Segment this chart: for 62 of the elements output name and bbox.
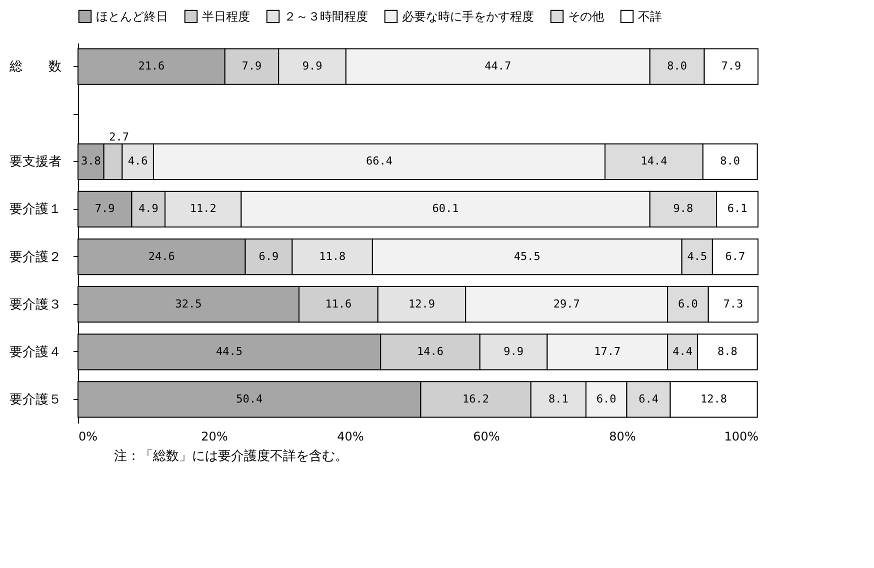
x-tick-label: 20% <box>201 430 228 444</box>
data-label: 8.8 <box>717 344 738 358</box>
data-label: 6.1 <box>727 202 748 216</box>
data-label: 6.9 <box>258 250 279 263</box>
y-tick-label: 要介護４ <box>10 344 62 360</box>
data-label: 7.9 <box>94 202 115 216</box>
data-label: 21.6 <box>138 60 165 73</box>
data-label: 9.8 <box>673 202 694 216</box>
y-tick-label: 要支援者 <box>10 154 62 170</box>
y-tick-label: 要介護５ <box>10 392 62 408</box>
data-label: 4.6 <box>128 154 148 168</box>
data-label: 14.6 <box>416 344 444 358</box>
data-label: 4.5 <box>687 250 708 263</box>
data-label: 7.3 <box>723 297 744 310</box>
data-label: 8.0 <box>667 60 688 73</box>
data-label: 45.5 <box>514 250 540 263</box>
data-label: 4.9 <box>138 202 158 216</box>
legend-label: 必要な時に手をかす程度 <box>402 9 534 24</box>
data-label: 32.5 <box>175 297 202 310</box>
data-label: 4.4 <box>672 344 693 358</box>
data-label: 6.7 <box>725 250 746 263</box>
legend-label: その他 <box>568 9 604 24</box>
data-label: 16.2 <box>462 392 490 406</box>
data-label: 9.9 <box>302 60 322 73</box>
data-label: 44.7 <box>484 60 512 73</box>
data-label: 8.0 <box>720 154 740 168</box>
text: 注：「総数」には要介護度不詳を含む。 <box>114 448 349 465</box>
data-label: 7.9 <box>242 60 262 73</box>
data-label: 6.4 <box>638 392 659 406</box>
x-tick-label: 60% <box>473 430 500 444</box>
data-label: 6.0 <box>596 392 616 406</box>
y-tick-label: 要介護２ <box>10 250 62 265</box>
data-label: 50.4 <box>236 392 263 406</box>
data-label: 11.6 <box>325 297 352 310</box>
x-tick-label: 80% <box>609 430 636 444</box>
x-tick-label: 40% <box>337 430 364 444</box>
data-label: 17.7 <box>594 344 621 358</box>
data-label: 11.2 <box>190 202 216 216</box>
data-label: 8.1 <box>548 392 568 406</box>
data-label: 66.4 <box>366 154 393 168</box>
data-label: 9.9 <box>504 344 524 358</box>
data-label: 14.4 <box>640 154 668 168</box>
legend-label: ２～３時間程度 <box>284 9 368 24</box>
data-label: 11.8 <box>319 250 346 263</box>
data-label: 3.8 <box>80 154 101 168</box>
y-tick-label: 要介護１ <box>10 202 62 218</box>
data-label: 24.6 <box>148 250 175 263</box>
data-label: 44.5 <box>216 344 243 358</box>
data-label: 2.7 <box>109 130 129 144</box>
legend-label: 半日程度 <box>202 9 250 24</box>
legend-label: ほとんど終日 <box>96 9 168 24</box>
legend-label: 不詳 <box>638 9 662 24</box>
y-tick-label: 総 数 <box>8 60 62 75</box>
x-tick-label: 0% <box>78 430 98 444</box>
data-label: 12.8 <box>700 392 728 406</box>
data-label: 7.9 <box>721 60 742 73</box>
data-label: 12.9 <box>408 297 435 310</box>
data-label: 29.7 <box>553 297 580 310</box>
x-tick-label: 100% <box>724 430 758 444</box>
y-tick-label: 要介護３ <box>10 297 62 312</box>
data-label: 6.0 <box>678 297 698 310</box>
data-label: 60.1 <box>432 202 459 216</box>
